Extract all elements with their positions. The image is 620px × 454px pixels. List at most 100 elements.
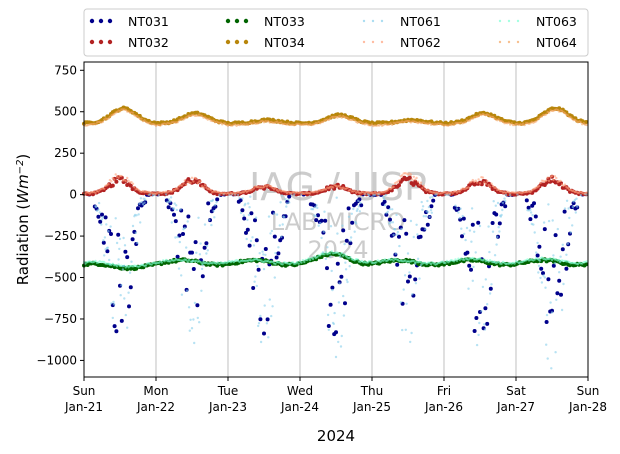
legend-marker-NT031-1 bbox=[98, 18, 104, 24]
point-NT031-145 bbox=[406, 279, 410, 284]
point-NT061-173 bbox=[285, 202, 289, 205]
x-tick-date-2: Jan-23 bbox=[208, 400, 247, 414]
point-NT061-266 bbox=[404, 328, 407, 331]
point-NT062-221 bbox=[401, 174, 404, 177]
legend-marker-NT034-0 bbox=[225, 39, 231, 45]
point-NT063-176 bbox=[336, 251, 339, 254]
point-NT061-257 bbox=[395, 213, 398, 217]
point-NT061-381 bbox=[550, 311, 554, 314]
point-NT061-90 bbox=[193, 341, 196, 345]
point-NT031-111 bbox=[334, 330, 338, 335]
y-axis-title-unit: Wm bbox=[14, 174, 32, 203]
point-NT031-135 bbox=[388, 217, 392, 222]
point-NT061-77 bbox=[180, 274, 183, 277]
point-NT064-257 bbox=[452, 123, 456, 127]
point-NT061-333 bbox=[488, 292, 492, 295]
point-NT062-327 bbox=[553, 175, 557, 178]
point-NT064-21 bbox=[113, 112, 116, 116]
point-NT061-93 bbox=[196, 316, 199, 320]
point-NT064-200 bbox=[370, 123, 374, 126]
legend-marker-NT064-2 bbox=[516, 40, 520, 44]
point-NT062-228 bbox=[411, 178, 414, 181]
point-NT061-113 bbox=[213, 204, 217, 207]
point-NT062-70 bbox=[183, 179, 186, 182]
point-NT061-215 bbox=[343, 242, 346, 246]
point-NT063-181 bbox=[343, 253, 346, 256]
point-NT063-278 bbox=[483, 258, 486, 261]
y-tick-label-4: 0 bbox=[69, 188, 77, 202]
point-NT061-391 bbox=[560, 308, 564, 312]
point-NT031-87 bbox=[272, 234, 277, 239]
point-NT061-36 bbox=[126, 326, 129, 329]
legend-marker-NT033-2 bbox=[243, 18, 249, 24]
point-NT061-7 bbox=[100, 218, 104, 221]
point-NT031-22 bbox=[130, 237, 135, 242]
point-NT061-384 bbox=[553, 262, 557, 265]
point-NT031-103 bbox=[319, 218, 324, 223]
point-NT064-213 bbox=[389, 122, 392, 125]
point-NT061-209 bbox=[339, 255, 342, 259]
point-NT061-187 bbox=[319, 221, 322, 225]
point-NT061-48 bbox=[139, 221, 142, 224]
point-NT063-203 bbox=[375, 261, 378, 264]
point-NT061-339 bbox=[494, 204, 497, 207]
point-NT061-60 bbox=[164, 193, 168, 196]
point-NT063-229 bbox=[412, 259, 415, 263]
point-NT062-74 bbox=[189, 181, 192, 185]
point-NT061-186 bbox=[317, 224, 320, 227]
point-NT062-127 bbox=[265, 185, 269, 188]
point-NT031-216 bbox=[559, 292, 563, 297]
point-NT061-83 bbox=[186, 220, 189, 223]
point-NT061-156 bbox=[270, 314, 273, 318]
point-NT031-198 bbox=[526, 205, 531, 210]
point-NT061-208 bbox=[338, 282, 341, 285]
point-NT061-212 bbox=[341, 224, 344, 227]
legend-marker-NT063-2 bbox=[516, 19, 520, 23]
point-NT031-174 bbox=[470, 222, 475, 227]
point-NT061-126 bbox=[244, 202, 247, 206]
point-NT031-118 bbox=[346, 206, 351, 211]
point-NT061-387 bbox=[556, 227, 559, 231]
point-NT064-37 bbox=[136, 114, 139, 118]
point-NT061-115 bbox=[218, 193, 221, 197]
x-tick-date-6: Jan-27 bbox=[496, 400, 535, 414]
point-NT063-153 bbox=[303, 260, 306, 264]
y-tick-label-6: 500 bbox=[54, 105, 77, 119]
point-NT061-146 bbox=[261, 250, 264, 253]
point-NT064-268 bbox=[468, 119, 472, 122]
legend-label-NT031: NT031 bbox=[128, 14, 169, 29]
legend-marker-NT034-1 bbox=[234, 39, 240, 45]
point-NT061-373 bbox=[544, 286, 547, 289]
point-NT031-181 bbox=[483, 306, 488, 311]
point-NT061-59 bbox=[157, 193, 161, 197]
point-NT061-78 bbox=[180, 293, 184, 296]
point-NT061-350 bbox=[503, 197, 506, 200]
point-NT061-310 bbox=[463, 232, 466, 236]
legend: NT031 NT032 NT033 NT034 NT061 NT062 NT063 NT064 bbox=[83, 8, 589, 57]
point-NT064-179 bbox=[340, 116, 343, 119]
point-NT062-173 bbox=[331, 186, 335, 189]
point-NT064-23 bbox=[115, 110, 119, 114]
point-NT064-270 bbox=[471, 117, 474, 120]
y-tick-label-2: −500 bbox=[44, 271, 77, 285]
point-NT061-157 bbox=[270, 229, 274, 233]
point-NT061-352 bbox=[504, 193, 508, 197]
point-NT063-133 bbox=[274, 262, 277, 266]
point-NT062-326 bbox=[552, 178, 555, 182]
point-NT061-202 bbox=[333, 311, 336, 315]
point-NT064-316 bbox=[537, 117, 541, 121]
point-NT061-228 bbox=[355, 222, 358, 225]
point-NT061-207 bbox=[337, 301, 341, 304]
point-NT061-361 bbox=[532, 223, 535, 226]
point-NT061-143 bbox=[258, 252, 261, 255]
point-NT031-177 bbox=[476, 220, 481, 225]
point-NT061-103 bbox=[205, 252, 208, 255]
point-NT063-179 bbox=[340, 252, 343, 255]
point-NT061-258 bbox=[396, 233, 399, 236]
point-NT061-161 bbox=[274, 251, 277, 255]
point-NT062-162 bbox=[316, 191, 319, 194]
point-NT061-348 bbox=[501, 208, 504, 212]
point-NT062-317 bbox=[539, 181, 542, 185]
point-NT061-110 bbox=[211, 198, 215, 202]
legend-marker-NT031-0 bbox=[89, 18, 95, 24]
